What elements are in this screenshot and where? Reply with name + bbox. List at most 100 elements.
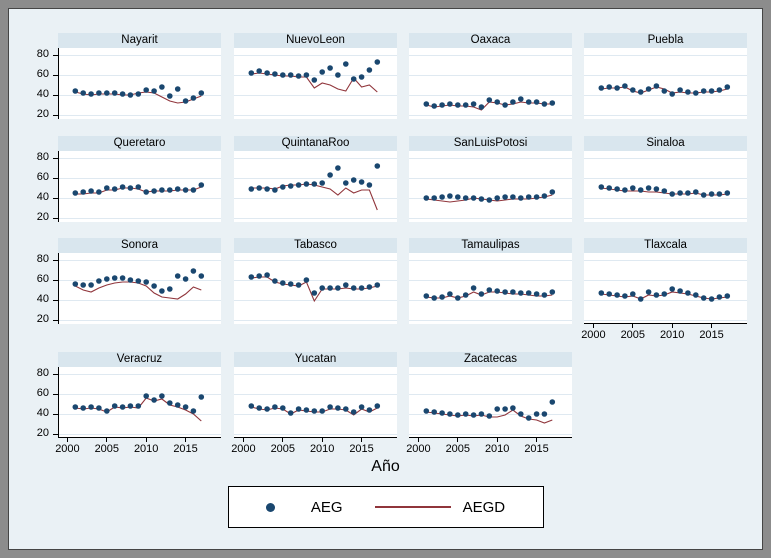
aeg-point-puebla <box>685 89 691 95</box>
aeg-point-oaxaca <box>431 103 437 109</box>
aeg-point-veracruz <box>182 404 189 410</box>
y-tick-mark <box>53 434 58 435</box>
y-tick-label: 80 <box>36 367 49 379</box>
aeg-point-yucatan <box>319 408 325 414</box>
aeg-point-oaxaca <box>462 102 469 108</box>
aeg-point-puebla <box>637 89 644 95</box>
y-tick-label: 60 <box>36 273 49 285</box>
aeg-point-sinaloa <box>685 190 691 196</box>
aeg-point-sinaloa <box>606 185 612 191</box>
aeg-point-sonora <box>167 286 173 292</box>
aeg-point-sonora <box>174 273 181 279</box>
aeg-point-tlaxcala <box>606 291 612 297</box>
panel-plot-puebla <box>584 48 747 119</box>
aeg-point-queretaro <box>190 187 197 193</box>
aeg-point-sonora <box>135 278 142 284</box>
panel-plot-queretaro <box>58 151 221 222</box>
aeg-point-sonora <box>182 276 189 282</box>
aeg-point-tamaulipas <box>525 290 532 296</box>
aeg-point-puebla <box>724 84 731 90</box>
aeg-point-tamaulipas <box>447 291 453 297</box>
aeg-point-zacatecas <box>510 405 516 411</box>
y-tick-mark <box>53 115 58 116</box>
aeg-point-yucatan <box>280 405 286 411</box>
aeg-point-tabasco <box>335 285 341 291</box>
aeg-point-tabasco <box>280 280 286 286</box>
y-tick-mark <box>53 198 58 199</box>
aeg-point-puebla <box>606 84 612 90</box>
aeg-point-tabasco <box>343 282 349 288</box>
aeg-point-sanluispotosi <box>462 195 469 201</box>
aeg-point-yucatan <box>358 404 365 410</box>
aeg-point-nuevoleon <box>335 72 341 78</box>
aeg-point-tlaxcala <box>661 291 668 297</box>
aeg-point-quintanaroo <box>272 187 278 193</box>
panel-title-puebla: Puebla <box>584 33 747 48</box>
aeg-point-yucatan <box>295 406 302 412</box>
x-tick-label: 2005 <box>270 443 296 455</box>
x-tick-mark <box>185 438 187 442</box>
aeg-point-oaxaca <box>439 102 445 108</box>
aeg-point-sinaloa <box>637 187 644 193</box>
y-tick-mark <box>53 260 58 261</box>
x-tick-label: 2015 <box>349 443 374 455</box>
aeg-point-tamaulipas <box>462 292 469 298</box>
y-tick-mark <box>53 158 58 159</box>
panel-plot-tlaxcala <box>584 253 747 324</box>
aeg-point-sonora <box>143 279 149 285</box>
aeg-point-tamaulipas <box>423 293 430 299</box>
aeg-point-oaxaca <box>549 100 556 106</box>
aeg-point-tlaxcala <box>685 290 691 296</box>
aeg-point-tamaulipas <box>494 288 500 294</box>
aeg-point-oaxaca <box>533 99 540 105</box>
aeg-point-sonora <box>127 277 134 283</box>
aeg-point-nuevoleon <box>358 74 365 80</box>
aeg-point-tlaxcala <box>700 295 707 301</box>
aeg-point-zacatecas <box>470 412 477 418</box>
panel-plot-yucatan <box>234 367 397 438</box>
aeg-point-nayarit <box>72 88 79 94</box>
aeg-point-sanluispotosi <box>494 195 500 201</box>
x-tick-mark <box>242 438 244 442</box>
aeg-point-nuevoleon <box>303 72 310 78</box>
aeg-point-quintanaroo <box>319 180 325 186</box>
aeg-point-yucatan <box>256 405 262 411</box>
aeg-point-tlaxcala <box>708 296 715 302</box>
aeg-point-veracruz <box>198 394 205 400</box>
panel-plot-oaxaca <box>409 48 572 119</box>
aeg-point-yucatan <box>366 407 373 413</box>
aeg-point-tamaulipas <box>478 291 485 297</box>
aeg-point-zacatecas <box>518 411 524 417</box>
aeg-point-quintanaroo <box>280 184 286 190</box>
y-tick-label: 80 <box>36 253 49 265</box>
aeg-point-oaxaca <box>447 101 453 107</box>
y-tick-mark <box>53 218 58 219</box>
legend-label-aegd: AEGD <box>462 498 506 516</box>
aeg-point-sinaloa <box>716 191 723 197</box>
aeg-point-zacatecas <box>455 412 461 418</box>
aeg-point-tabasco <box>248 274 255 280</box>
aeg-point-sinaloa <box>645 185 652 191</box>
y-tick-mark <box>53 394 58 395</box>
aeg-point-oaxaca <box>486 97 493 103</box>
aeg-point-sonora <box>88 282 94 288</box>
aeg-point-zacatecas <box>447 411 453 417</box>
aeg-point-sinaloa <box>614 186 620 192</box>
aeg-point-oaxaca <box>525 99 532 105</box>
x-tick-label: 2000 <box>231 443 256 455</box>
aeg-point-oaxaca <box>470 101 477 107</box>
aeg-point-sinaloa <box>693 189 699 195</box>
aeg-point-veracruz <box>104 408 110 414</box>
x-tick-label: 2010 <box>484 443 510 455</box>
panel-title-zacatecas: Zacatecas <box>409 352 572 367</box>
panel-plot-sanluispotosi <box>409 151 572 222</box>
aeg-point-zacatecas <box>502 406 508 412</box>
y-tick-mark <box>53 75 58 76</box>
aeg-point-queretaro <box>104 185 110 191</box>
panel-plot-quintanaroo <box>234 151 397 222</box>
x-tick-label: 2010 <box>659 329 685 341</box>
aeg-point-nayarit <box>151 88 157 94</box>
panel-title-yucatan: Yucatan <box>234 352 397 367</box>
y-tick-label: 80 <box>36 151 49 163</box>
aeg-point-zacatecas <box>549 399 556 405</box>
